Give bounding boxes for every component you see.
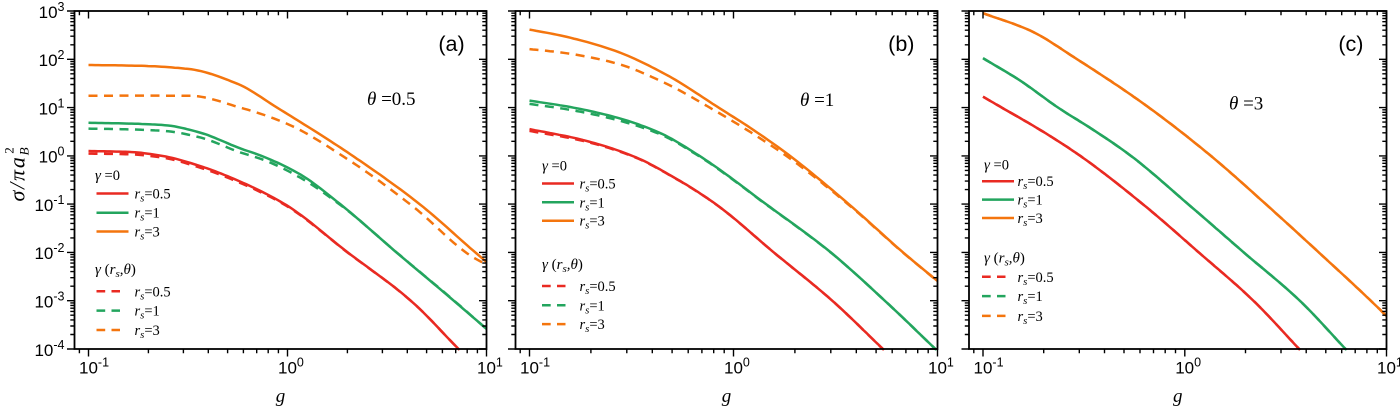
svg-text:γ (rs,θ): γ (rs,θ) bbox=[542, 257, 583, 275]
svg-text:rs=0.5: rs=0.5 bbox=[1018, 174, 1054, 192]
svg-text:rs=3: rs=3 bbox=[135, 225, 160, 243]
svg-text:rs=1: rs=1 bbox=[580, 298, 605, 316]
svg-text:(a): (a) bbox=[438, 32, 464, 56]
svg-text:rs=0.5: rs=0.5 bbox=[135, 284, 171, 302]
svg-text:θ =1: θ =1 bbox=[800, 90, 834, 111]
svg-text:rs=0.5: rs=0.5 bbox=[580, 177, 616, 195]
svg-text:rs=3: rs=3 bbox=[580, 317, 605, 335]
svg-text:rs=1: rs=1 bbox=[1018, 193, 1043, 211]
svg-text:rs=1: rs=1 bbox=[580, 195, 605, 213]
svg-text:(b): (b) bbox=[888, 32, 914, 56]
svg-text:rs=1: rs=1 bbox=[135, 304, 160, 322]
svg-text:σ/πaB2: σ/πaB2 bbox=[2, 145, 32, 201]
svg-text:rs=3: rs=3 bbox=[580, 214, 605, 232]
svg-text:θ =0.5: θ =0.5 bbox=[367, 89, 416, 110]
svg-text:rs=0.5: rs=0.5 bbox=[135, 187, 171, 205]
svg-text:γ =0: γ =0 bbox=[984, 158, 1009, 174]
svg-text:(c): (c) bbox=[1338, 32, 1363, 56]
svg-text:rs=1: rs=1 bbox=[135, 206, 160, 224]
svg-text:γ =0: γ =0 bbox=[542, 159, 567, 175]
svg-text:rs=1: rs=1 bbox=[1018, 289, 1043, 307]
svg-text:g: g bbox=[1173, 386, 1183, 407]
svg-text:rs=3: rs=3 bbox=[1018, 309, 1043, 327]
svg-text:γ (rs,θ): γ (rs,θ) bbox=[95, 262, 136, 280]
svg-text:γ =0: γ =0 bbox=[95, 168, 120, 184]
svg-text:θ =3: θ =3 bbox=[1229, 94, 1263, 115]
svg-text:101: 101 bbox=[1377, 356, 1400, 378]
svg-text:rs=0.5: rs=0.5 bbox=[580, 279, 616, 297]
svg-text:rs=3: rs=3 bbox=[1018, 211, 1043, 229]
svg-text:g: g bbox=[276, 386, 286, 407]
svg-text:g: g bbox=[722, 386, 732, 407]
svg-text:rs=3: rs=3 bbox=[135, 323, 160, 341]
svg-text:γ (rs,θ): γ (rs,θ) bbox=[984, 251, 1025, 269]
svg-text:rs=0.5: rs=0.5 bbox=[1018, 270, 1054, 288]
